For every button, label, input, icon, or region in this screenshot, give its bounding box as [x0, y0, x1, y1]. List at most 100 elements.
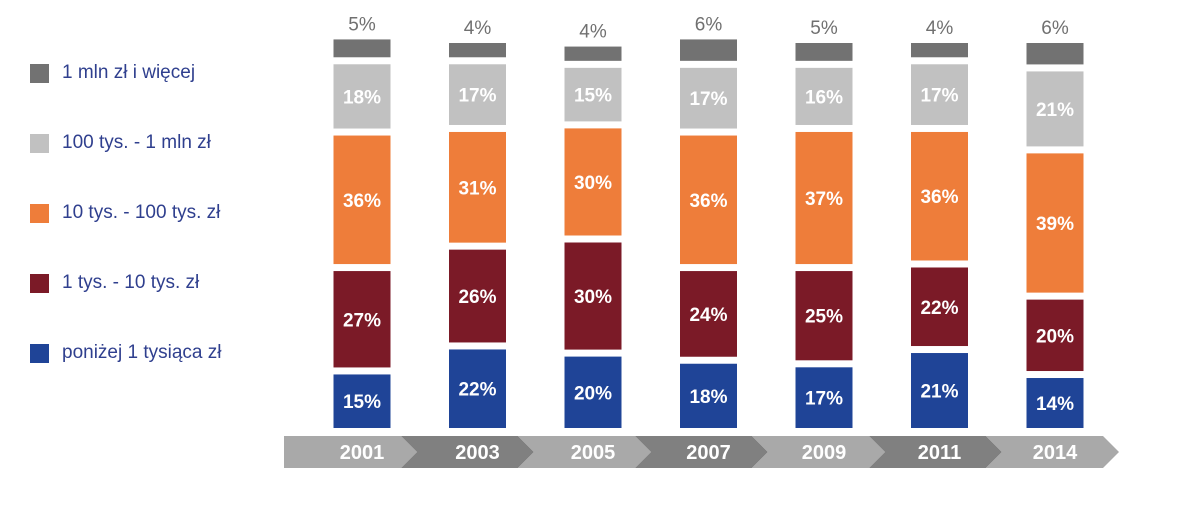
data-label: 22%: [920, 298, 958, 319]
bar-segment: [911, 131, 968, 261]
data-label: 25%: [805, 307, 843, 328]
legend-swatch: [30, 343, 49, 363]
data-label: 18%: [343, 87, 381, 108]
data-label: 15%: [574, 86, 612, 107]
data-label: 21%: [920, 382, 958, 403]
data-label: 31%: [458, 178, 496, 199]
data-label: 5%: [348, 14, 376, 35]
bar-segment: [449, 131, 506, 243]
legend-label: 100 tys. - 1 mln zł: [62, 132, 211, 153]
bar-segment: [680, 271, 737, 357]
x-tick-label: 2009: [802, 442, 847, 464]
data-label: 5%: [810, 18, 838, 39]
x-tick-label: 2005: [571, 442, 616, 464]
legend-swatch: [30, 203, 49, 223]
bar-segment: [911, 43, 968, 58]
data-label: 39%: [1036, 214, 1074, 235]
data-label: 14%: [1036, 394, 1074, 415]
legend-swatch: [30, 273, 49, 293]
data-label: 20%: [574, 383, 612, 404]
bar-segment: [333, 135, 391, 265]
bar-segment: [911, 267, 968, 347]
bar-segment: [680, 135, 737, 265]
legend-label: 1 mln zł i więcej: [62, 62, 196, 83]
bar-segment: [795, 43, 853, 61]
legend-item: 1 tys. - 10 tys. zł: [30, 248, 300, 318]
legend-item: 100 tys. - 1 mln zł: [30, 108, 300, 178]
bar-segment: [680, 363, 737, 428]
bar-segment: [564, 242, 622, 350]
data-label: 21%: [1036, 100, 1074, 121]
legend-label: 10 tys. - 100 tys. zł: [62, 202, 221, 223]
bar-segment: [680, 67, 737, 129]
category-band-segment: [635, 436, 768, 468]
data-label: 18%: [689, 387, 727, 408]
data-label: 15%: [343, 392, 381, 413]
data-label: 30%: [574, 173, 612, 194]
bar-segment: [564, 356, 622, 428]
legend-label: poniżej 1 tysiąca zł: [62, 342, 222, 363]
bar-segment: [1026, 153, 1084, 293]
bar-segment: [333, 64, 391, 129]
category-band-segment: [986, 436, 1119, 468]
category-band-segment: [752, 436, 885, 468]
category-band-segment: [869, 436, 1002, 468]
data-label: 4%: [579, 22, 607, 43]
x-tick-label: 2003: [455, 442, 500, 464]
data-label: 20%: [1036, 326, 1074, 347]
legend-item: 10 tys. - 100 tys. zł: [30, 178, 300, 248]
bar-segment: [911, 353, 968, 428]
category-band-segment: [518, 436, 651, 468]
x-tick-label: 2001: [340, 442, 385, 464]
bar-segment: [680, 39, 737, 61]
legend-item: 1 mln zł i więcej: [30, 38, 300, 108]
data-label: 27%: [343, 310, 381, 331]
bar-segment: [333, 271, 391, 368]
data-label: 36%: [343, 191, 381, 212]
data-label: 36%: [920, 187, 958, 208]
legend-label: 1 tys. - 10 tys. zł: [62, 272, 200, 293]
category-band-segment: [284, 436, 417, 468]
bar-segment: [333, 39, 391, 58]
bar-segment: [564, 46, 622, 61]
data-label: 22%: [458, 380, 496, 401]
data-label: 36%: [689, 191, 727, 212]
x-tick-label: 2014: [1033, 442, 1078, 464]
bar-segment: [449, 249, 506, 343]
bar-segment: [449, 64, 506, 125]
data-label: 6%: [1041, 18, 1069, 39]
bar-segment: [564, 128, 622, 236]
data-label: 17%: [805, 389, 843, 410]
data-label: 30%: [574, 287, 612, 308]
data-label: 4%: [926, 18, 954, 39]
bar-segment: [449, 349, 506, 428]
bar-segment: [449, 43, 506, 58]
data-label: 24%: [689, 305, 727, 326]
chart-legend: 1 mln zł i więcej 100 tys. - 1 mln zł 10 t…: [30, 38, 300, 388]
bar-segment: [333, 374, 391, 428]
data-label: 17%: [458, 86, 496, 107]
legend-item: poniżej 1 tysiąca zł: [30, 318, 300, 388]
bar-segment: [795, 67, 853, 125]
bar-segment: [1026, 378, 1084, 428]
legend-swatch: [30, 133, 49, 153]
data-label: 37%: [805, 189, 843, 210]
bar-segment: [795, 131, 853, 265]
x-tick-label: 2007: [686, 442, 731, 464]
category-band-segment: [401, 436, 534, 468]
data-label: 6%: [695, 14, 723, 35]
data-label: 17%: [920, 86, 958, 107]
legend-swatch: [30, 63, 49, 83]
bar-segment: [1026, 299, 1084, 372]
bar-segment: [911, 64, 968, 125]
data-label: 26%: [458, 287, 496, 308]
bar-segment: [1026, 43, 1084, 65]
data-label: 4%: [464, 18, 492, 39]
bar-segment: [795, 367, 853, 428]
x-tick-label: 2011: [918, 442, 961, 464]
bar-segment: [564, 67, 622, 122]
bar-segment: [795, 271, 853, 361]
data-label: 16%: [805, 87, 843, 108]
data-label: 17%: [689, 89, 727, 110]
